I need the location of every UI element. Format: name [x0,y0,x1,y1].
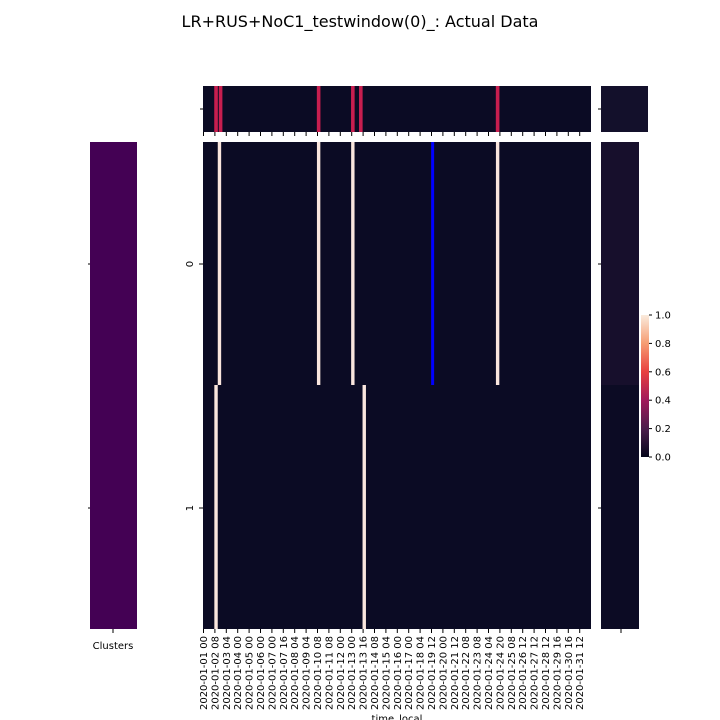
x-tick-label: 2020-01-19 12 [427,636,438,710]
x-tick-label: 2020-01-26 12 [518,636,529,710]
heatmap-high-cell [351,142,355,385]
colorbar-tick-label: 0.8 [655,339,671,350]
x-tick-label: 2020-01-06 00 [256,636,267,710]
x-tick-label: 2020-01-30 16 [564,636,575,710]
x-tick-label: 2020-01-23 08 [473,636,484,710]
colorbar-tick-label: 0.0 [655,453,671,464]
x-tick-label: 2020-01-24 04 [484,636,495,710]
top-strip-highlight [316,86,321,132]
x-axis-label: time_local [372,714,423,720]
top-strip-background [203,86,591,132]
x-tick-label: 2020-01-20 00 [438,636,449,710]
top-strip-highlight [214,86,218,132]
x-tick-label: 2020-01-08 04 [290,636,301,710]
x-tick-label: 2020-01-15 04 [381,636,392,710]
colorbar-gradient [641,315,649,457]
heatmap-flag-cell [431,142,435,385]
colorbar-tick-label: 0.6 [655,367,671,378]
x-tick-label: 2020-01-28 12 [541,636,552,710]
x-tick-label: 2020-01-05 00 [245,636,256,710]
top-strip-panel [200,86,591,132]
x-tick-label: 2020-01-03 04 [222,636,233,710]
top-strip-highlight [495,86,500,132]
colorbar-tick-label: 0.4 [655,396,671,407]
x-tick-label: 2020-01-02 08 [210,636,221,710]
heatmap-high-cell [214,385,218,629]
heatmap-high-cell [316,142,321,385]
x-tick-label: 2020-01-01 00 [199,636,210,710]
clusters-label: Clusters [93,641,134,652]
x-axis: 2020-01-01 00 2020-01-02 08 2020-01-03 04 2… [199,132,586,710]
x-tick-label: 2020-01-13 00 [347,636,358,710]
side-row-1 [601,385,639,629]
heatmap-high-cell [362,385,366,629]
x-tick-label: 2020-01-25 08 [507,636,518,710]
heatmap-main: 0 1 [185,142,591,629]
x-tick-label: 2020-01-29 16 [552,636,563,710]
x-tick-label: 2020-01-11 08 [324,636,335,710]
x-tick-label: 2020-01-21 12 [450,636,461,710]
chart-title: LR+RUS+NoC1_testwindow(0)_: Actual Data [182,12,539,32]
clusters-panel: Clusters [88,142,137,652]
x-tick-label: 2020-01-07 00 [267,636,278,710]
x-tick-label: 2020-01-10 08 [313,636,324,710]
side-panel [598,86,648,633]
x-tick-label: 2020-01-18 04 [416,636,427,710]
side-top-strip [601,86,648,132]
heatmap-high-cell [495,142,500,385]
colorbar-tick-label: 1.0 [655,311,671,322]
x-tick-label: 2020-01-22 08 [461,636,472,710]
x-tick-label: 2020-01-14 08 [370,636,381,710]
top-strip-highlight [351,86,355,132]
clusters-bar [90,142,137,629]
x-tick-label: 2020-01-24 20 [495,636,506,710]
x-tick-label: 2020-01-09 04 [302,636,313,710]
side-row-0 [601,142,639,385]
heatmap-high-cell [217,142,222,385]
x-tick-label: 2020-01-13 16 [359,636,370,710]
x-tick-label: 2020-01-12 00 [336,636,347,710]
colorbar: 0.0 0.2 0.4 0.6 0.8 1.0 [641,311,671,464]
x-tick-label: 2020-01-07 16 [279,636,290,710]
top-strip-highlight [218,86,223,132]
top-strip-highlight [359,86,363,132]
x-tick-label: 2020-01-04 00 [233,636,244,710]
colorbar-tick-label: 0.2 [655,424,671,435]
x-tick-label: 2020-01-17 00 [404,636,415,710]
row-label-1: 1 [185,505,196,511]
x-tick-label: 2020-01-31 12 [575,636,586,710]
x-tick-label: 2020-01-16 00 [393,636,404,710]
heatmap-background [203,142,591,629]
row-label-0: 0 [185,261,196,267]
x-tick-label: 2020-01-27 12 [530,636,541,710]
